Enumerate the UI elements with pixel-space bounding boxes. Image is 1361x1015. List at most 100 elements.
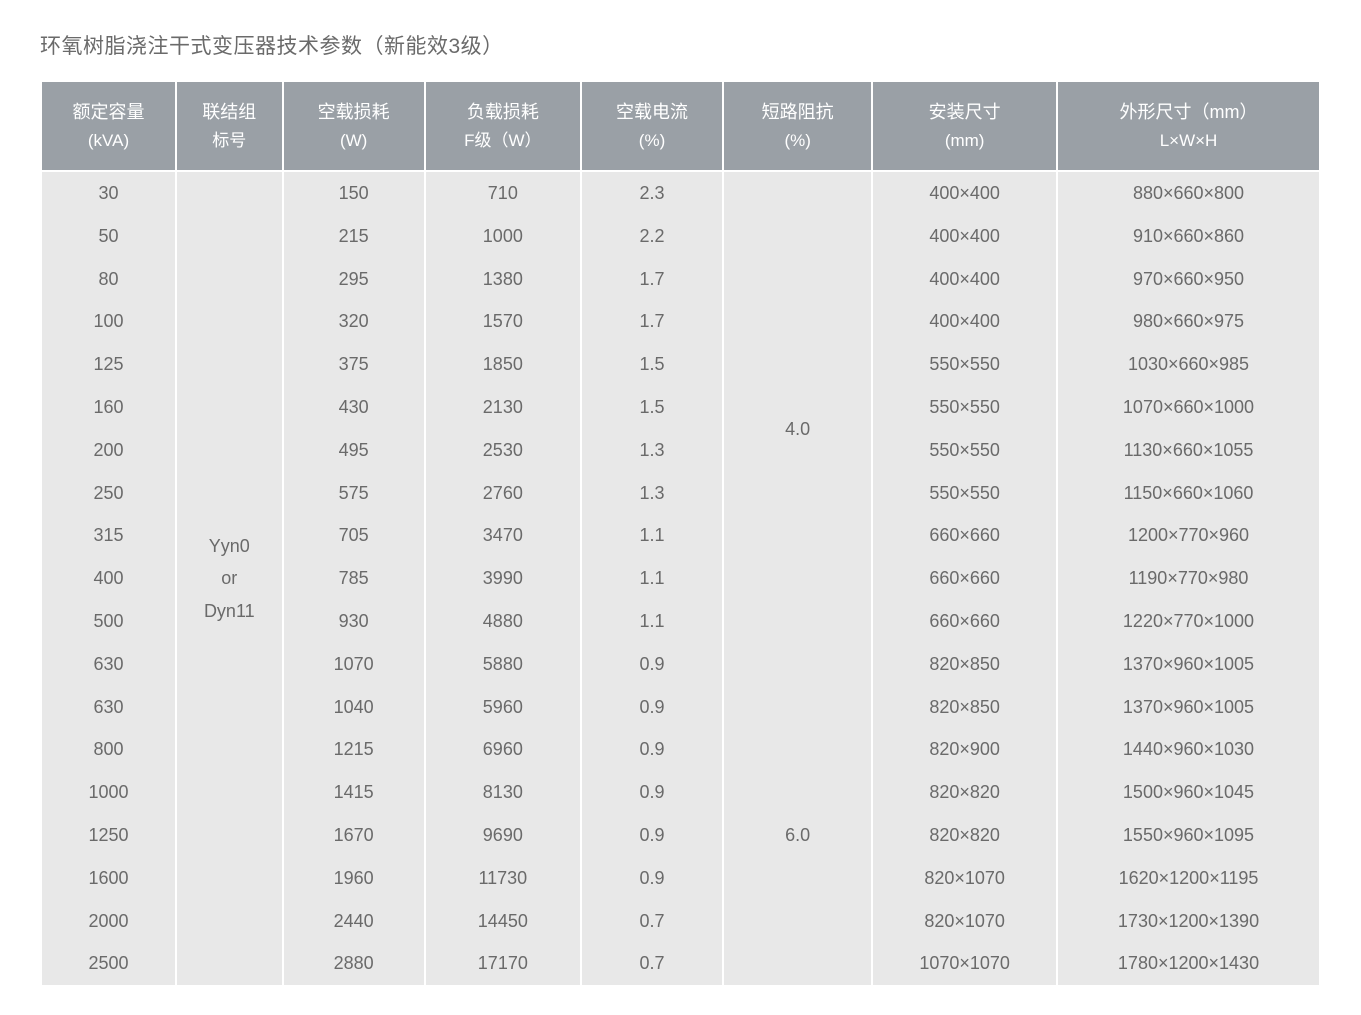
cell-noload-loss: 2440	[283, 900, 425, 943]
spec-table: 额定容量(kVA) 联结组标号 空载损耗(W) 负载损耗F级（W） 空载电流(%…	[40, 80, 1321, 985]
cell-dimensions: 1730×1200×1390	[1057, 900, 1320, 943]
cell-load-loss: 2130	[425, 386, 581, 429]
cell-kva: 1600	[41, 857, 176, 900]
cell-noload-loss: 1960	[283, 857, 425, 900]
cell-noload-current: 1.3	[581, 472, 723, 515]
cell-noload-loss: 785	[283, 557, 425, 600]
cell-noload-current: 0.9	[581, 643, 723, 686]
cell-kva: 200	[41, 429, 176, 472]
cell-noload-loss: 1670	[283, 814, 425, 857]
cell-install-size: 400×400	[872, 258, 1057, 301]
col-header-noload-loss: 空载损耗(W)	[283, 81, 425, 171]
cell-noload-loss: 1040	[283, 686, 425, 729]
cell-noload-current: 1.5	[581, 386, 723, 429]
cell-dimensions: 880×660×800	[1057, 171, 1320, 215]
cell-short-circuit-impedance: 6.0	[723, 686, 872, 986]
cell-load-loss: 5880	[425, 643, 581, 686]
cell-load-loss: 2530	[425, 429, 581, 472]
cell-install-size: 400×400	[872, 215, 1057, 258]
cell-dimensions: 1370×960×1005	[1057, 686, 1320, 729]
cell-noload-current: 1.1	[581, 514, 723, 557]
cell-noload-loss: 1070	[283, 643, 425, 686]
cell-noload-current: 0.9	[581, 686, 723, 729]
cell-dimensions: 970×660×950	[1057, 258, 1320, 301]
cell-load-loss: 1850	[425, 343, 581, 386]
page-title: 环氧树脂浇注干式变压器技术参数（新能效3级）	[40, 30, 1321, 60]
cell-load-loss: 1000	[425, 215, 581, 258]
cell-noload-current: 1.1	[581, 600, 723, 643]
cell-kva: 30	[41, 171, 176, 215]
cell-kva: 160	[41, 386, 176, 429]
cell-load-loss: 9690	[425, 814, 581, 857]
cell-noload-loss: 930	[283, 600, 425, 643]
cell-dimensions: 1200×770×960	[1057, 514, 1320, 557]
cell-noload-loss: 215	[283, 215, 425, 258]
col-header-dimensions: 外形尺寸（mm）L×W×H	[1057, 81, 1320, 171]
cell-kva: 630	[41, 643, 176, 686]
cell-noload-current: 1.7	[581, 258, 723, 301]
cell-noload-loss: 705	[283, 514, 425, 557]
cell-dimensions: 1500×960×1045	[1057, 771, 1320, 814]
header-row: 额定容量(kVA) 联结组标号 空载损耗(W) 负载损耗F级（W） 空载电流(%…	[41, 81, 1320, 171]
cell-install-size: 820×1070	[872, 857, 1057, 900]
cell-install-size: 550×550	[872, 429, 1057, 472]
cell-dimensions: 1130×660×1055	[1057, 429, 1320, 472]
cell-noload-loss: 295	[283, 258, 425, 301]
cell-load-loss: 3990	[425, 557, 581, 600]
cell-noload-current: 0.9	[581, 814, 723, 857]
cell-load-loss: 14450	[425, 900, 581, 943]
cell-install-size: 820×820	[872, 771, 1057, 814]
cell-noload-loss: 2880	[283, 942, 425, 985]
cell-install-size: 1070×1070	[872, 942, 1057, 985]
cell-install-size: 660×660	[872, 514, 1057, 557]
cell-dimensions: 1220×770×1000	[1057, 600, 1320, 643]
cell-noload-loss: 495	[283, 429, 425, 472]
cell-load-loss: 4880	[425, 600, 581, 643]
col-header-noload-cur: 空载电流(%)	[581, 81, 723, 171]
cell-noload-current: 0.9	[581, 771, 723, 814]
cell-kva: 1250	[41, 814, 176, 857]
cell-install-size: 550×550	[872, 472, 1057, 515]
cell-load-loss: 17170	[425, 942, 581, 985]
cell-noload-current: 1.7	[581, 300, 723, 343]
cell-noload-current: 1.1	[581, 557, 723, 600]
cell-noload-loss: 1215	[283, 728, 425, 771]
cell-dimensions: 1370×960×1005	[1057, 643, 1320, 686]
cell-kva: 630	[41, 686, 176, 729]
cell-dimensions: 1150×660×1060	[1057, 472, 1320, 515]
cell-install-size: 820×850	[872, 643, 1057, 686]
cell-load-loss: 3470	[425, 514, 581, 557]
cell-connection-group: Yyn0orDyn11	[176, 171, 283, 985]
cell-load-loss: 11730	[425, 857, 581, 900]
table-row: 30Yyn0orDyn111507102.34.0400×400880×660×…	[41, 171, 1320, 215]
cell-noload-loss: 1415	[283, 771, 425, 814]
cell-noload-current: 1.3	[581, 429, 723, 472]
col-header-install: 安装尺寸(mm)	[872, 81, 1057, 171]
cell-install-size: 660×660	[872, 600, 1057, 643]
cell-install-size: 820×1070	[872, 900, 1057, 943]
cell-install-size: 550×550	[872, 386, 1057, 429]
cell-dimensions: 910×660×860	[1057, 215, 1320, 258]
cell-kva: 500	[41, 600, 176, 643]
cell-kva: 250	[41, 472, 176, 515]
cell-kva: 800	[41, 728, 176, 771]
cell-install-size: 400×400	[872, 300, 1057, 343]
cell-load-loss: 1380	[425, 258, 581, 301]
cell-noload-current: 0.9	[581, 857, 723, 900]
cell-install-size: 660×660	[872, 557, 1057, 600]
cell-install-size: 550×550	[872, 343, 1057, 386]
cell-kva: 125	[41, 343, 176, 386]
cell-noload-current: 2.2	[581, 215, 723, 258]
cell-dimensions: 1190×770×980	[1057, 557, 1320, 600]
cell-install-size: 820×900	[872, 728, 1057, 771]
cell-dimensions: 1070×660×1000	[1057, 386, 1320, 429]
cell-kva: 50	[41, 215, 176, 258]
cell-noload-loss: 430	[283, 386, 425, 429]
col-header-short-circuit: 短路阻抗(%)	[723, 81, 872, 171]
cell-dimensions: 1550×960×1095	[1057, 814, 1320, 857]
cell-load-loss: 2760	[425, 472, 581, 515]
cell-kva: 1000	[41, 771, 176, 814]
cell-load-loss: 6960	[425, 728, 581, 771]
cell-noload-loss: 375	[283, 343, 425, 386]
cell-dimensions: 1440×960×1030	[1057, 728, 1320, 771]
